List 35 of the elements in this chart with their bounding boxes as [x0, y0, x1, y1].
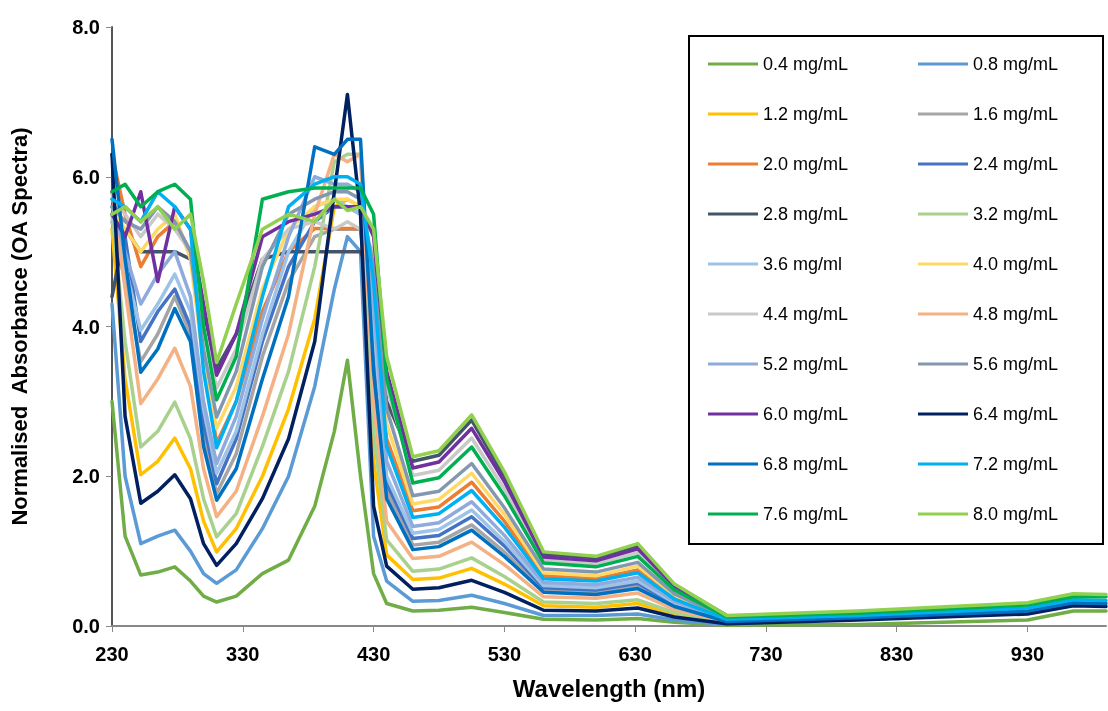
legend-label: 4.4 mg/mL — [763, 304, 849, 324]
y-tick-label: 8.0 — [72, 16, 100, 38]
legend-label: 1.6 mg/mL — [973, 104, 1059, 124]
legend-label: 4.8 mg/mL — [973, 304, 1059, 324]
x-tick-label: 430 — [356, 643, 391, 665]
x-tick-label: 230 — [95, 643, 129, 665]
y-tick-label: 4.0 — [72, 315, 100, 338]
x-tick-label: 330 — [226, 643, 260, 665]
legend-label: 6.8 mg/mL — [763, 454, 849, 474]
x-axis-title: Wavelength (nm) — [512, 674, 706, 702]
y-tick-label: 2.0 — [72, 465, 100, 488]
y-tick-label: 0.0 — [72, 615, 100, 637]
x-tick-label: 830 — [880, 643, 914, 665]
legend-label: 3.6 mg/ml — [763, 254, 843, 274]
legend-label: 1.2 mg/mL — [763, 104, 849, 124]
legend-label: 6.0 mg/mL — [763, 404, 849, 424]
y-tick-label: 6.0 — [72, 165, 100, 188]
legend-label: 2.0 mg/mL — [763, 154, 849, 174]
y-axis-title: Normalised Absorbance (OA Spectra) — [6, 127, 32, 526]
x-tick-label: 730 — [749, 643, 783, 665]
x-tick-label: 930 — [1010, 643, 1045, 665]
legend-label: 2.8 mg/mL — [763, 204, 849, 224]
legend-label: 4.0 mg/mL — [973, 254, 1059, 274]
legend-label: 8.0 mg/mL — [973, 504, 1059, 524]
legend-label: 5.6 mg/mL — [973, 354, 1059, 374]
legend-label: 3.2 mg/mL — [973, 204, 1059, 224]
legend-label: 2.4 mg/mL — [973, 154, 1059, 174]
legend-label: 6.4 mg/mL — [973, 404, 1059, 424]
legend-label: 7.6 mg/mL — [763, 504, 849, 524]
legend-label: 5.2 mg/mL — [763, 354, 849, 374]
x-tick-label: 530 — [487, 643, 522, 665]
legend-label: 0.4 mg/mL — [763, 54, 849, 74]
legend-label: 7.2 mg/mL — [973, 454, 1059, 474]
x-tick-label: 630 — [618, 643, 652, 665]
legend-label: 0.8 mg/mL — [973, 54, 1059, 74]
